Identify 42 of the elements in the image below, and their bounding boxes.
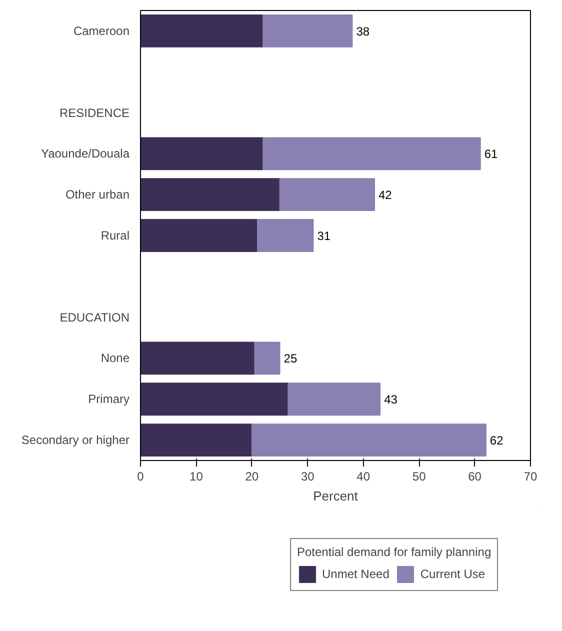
bar (251, 424, 486, 456)
bar (254, 342, 280, 375)
y-tick-label: Cameroon (73, 24, 130, 38)
bar (262, 137, 481, 170)
bar (140, 14, 264, 48)
total-label: 38 (356, 24, 370, 38)
y-tick-label: Rural (100, 228, 130, 242)
x-tick-label: 50 (412, 470, 426, 484)
x-tick-label: 20 (245, 470, 259, 484)
legend-label: Current Use (420, 567, 486, 581)
y-tick-label: Yaounde/Douala (40, 146, 130, 161)
bar (288, 382, 381, 416)
total-label: 61 (484, 147, 498, 162)
bar (140, 137, 264, 170)
y-tick-label: Secondary or higher (21, 433, 130, 448)
x-tick-label: 10 (190, 470, 204, 484)
y-tick-label: EDUCATION (60, 310, 130, 324)
legend-label: Unmet Need (322, 567, 390, 581)
x-tick-label: 30 (300, 470, 315, 484)
x-axis-title: Percent (313, 488, 358, 504)
y-tick-label: None (100, 351, 130, 366)
x-tick-label: 0 (137, 470, 144, 484)
bar (257, 219, 314, 252)
bar (140, 382, 289, 416)
bar (140, 178, 280, 212)
x-tick-label: 40 (356, 470, 370, 484)
bar (140, 424, 252, 456)
y-tick-label: Primary (88, 392, 130, 406)
bar (140, 342, 256, 375)
total-label: 42 (378, 188, 392, 202)
legend-title: Potential demand for family planning (297, 545, 492, 559)
y-tick-label: Other urban (65, 188, 130, 202)
x-tick-label: 70 (524, 470, 538, 484)
total-label: 43 (384, 392, 398, 407)
total-label: 62 (490, 434, 504, 448)
bar (262, 14, 353, 48)
total-label: 31 (317, 229, 331, 243)
x-tick-label: 60 (468, 470, 482, 484)
bar (140, 219, 258, 252)
y-tick-label: RESIDENCE (59, 106, 130, 120)
bar (279, 178, 375, 212)
total-label: 25 (284, 352, 298, 366)
